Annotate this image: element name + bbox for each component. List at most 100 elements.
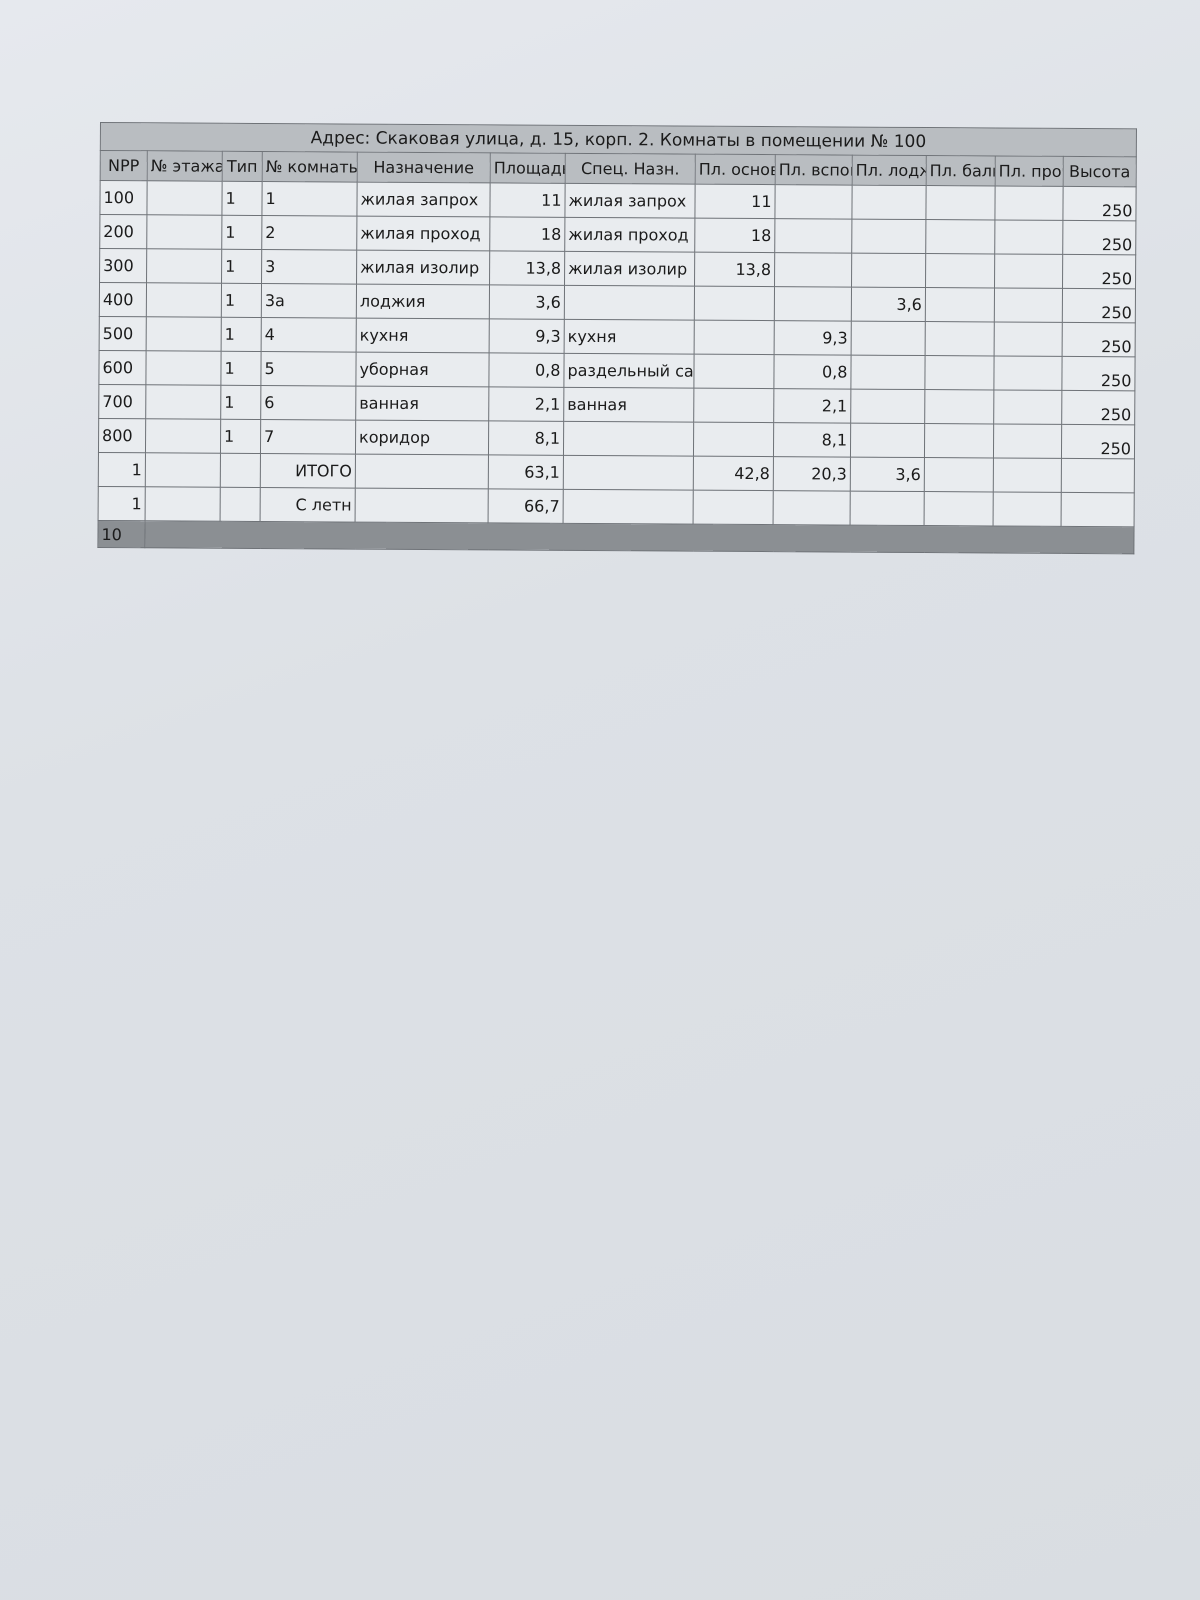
table-cell: кухня	[564, 319, 695, 355]
table-cell	[145, 486, 221, 522]
table-cell: 250	[1062, 254, 1136, 289]
table-cell: ванная	[563, 387, 694, 423]
table-cell: 1	[221, 249, 262, 284]
table-cell	[994, 321, 1063, 357]
table-cell: 66,7	[488, 488, 564, 524]
table-cell: 20,3	[773, 456, 851, 492]
table-cell: 0,8	[773, 354, 852, 390]
table-cell: 250	[1061, 356, 1136, 391]
table-cell	[851, 219, 926, 254]
table-cell: 9,3	[774, 320, 852, 356]
table-cell	[693, 388, 774, 423]
table-cell: 2,1	[773, 388, 851, 424]
table-cell	[146, 180, 223, 216]
table-cell	[851, 185, 927, 220]
table-cell	[145, 384, 221, 420]
column-header: Высота	[1063, 156, 1137, 187]
table-cell: 42,8	[693, 456, 774, 491]
table-cell: 200	[99, 214, 147, 249]
table-cell: жилая проход	[564, 217, 695, 253]
table-cell: 1	[221, 317, 262, 352]
table-cell: 1	[261, 181, 358, 217]
table-cell: 100	[99, 180, 148, 215]
table-cell	[924, 389, 994, 424]
column-header: Пл. лодж	[852, 155, 927, 186]
column-header: Площадь	[490, 152, 566, 184]
table-cell: 11	[694, 184, 776, 219]
table-cell	[850, 389, 925, 424]
table-cell: жилая изолир	[356, 250, 490, 285]
table-cell: раздельный са	[563, 353, 695, 389]
table-cell: 3,6	[489, 284, 565, 320]
table-cell	[145, 452, 221, 488]
table-cell	[925, 321, 995, 356]
table-cell	[146, 248, 222, 284]
table-cell	[924, 457, 994, 492]
table-cell	[773, 490, 851, 526]
table-cell	[993, 423, 1062, 459]
table-cell: 3	[261, 249, 357, 285]
table-cell	[694, 320, 775, 355]
table-cell	[993, 389, 1062, 425]
table-cell	[994, 287, 1063, 323]
table-cell	[925, 219, 995, 254]
table-cell: 9,3	[489, 318, 565, 354]
table-cell: 18	[489, 216, 565, 252]
footer-count: 10	[97, 520, 146, 548]
column-header: № этажа	[147, 150, 223, 182]
table-cell: 300	[99, 248, 147, 283]
table-cell: 3,6	[850, 457, 925, 492]
table-cell: 250	[1062, 288, 1136, 323]
table-cell: жилая изолир	[564, 251, 695, 287]
table-cell: 800	[98, 418, 146, 453]
column-header: № комнаты	[262, 151, 358, 183]
table-cell: 3,6	[851, 287, 926, 322]
table-cell: 250	[1062, 186, 1137, 221]
table-cell	[925, 185, 996, 220]
column-header: Спец. Назн.	[565, 153, 696, 185]
table-cell: 1	[221, 283, 262, 318]
table-cell	[993, 355, 1063, 391]
table-cell	[994, 219, 1063, 255]
table-cell	[774, 286, 852, 322]
table-cell: жилая проход	[356, 216, 490, 251]
table-cell: 2,1	[488, 386, 564, 422]
table-cell	[925, 287, 995, 322]
table-cell: ванная	[355, 386, 489, 421]
table-cell: 500	[99, 316, 147, 351]
table-cell	[146, 282, 222, 318]
table-cell: ИТОГО	[260, 453, 356, 489]
table-cell: 1	[221, 181, 263, 216]
table-cell: 250	[1061, 424, 1135, 459]
column-header: Пл. проч	[995, 155, 1064, 187]
table-cell: 18	[694, 218, 775, 253]
table-cell	[994, 253, 1063, 289]
table-cell: уборная	[355, 352, 490, 387]
table-cell: 2	[261, 215, 357, 251]
table-cell	[994, 185, 1064, 221]
table-cell	[774, 218, 852, 254]
table-cell: 1	[98, 452, 146, 487]
table-cell	[850, 355, 926, 390]
table-cell: 3а	[261, 283, 357, 319]
table-cell	[850, 491, 925, 526]
table-cell: 13,8	[694, 252, 775, 287]
table-cell	[924, 491, 994, 526]
table-cell: 0,8	[488, 352, 565, 388]
table-cell	[145, 350, 222, 386]
table-cell	[145, 418, 221, 454]
table-cell	[1061, 492, 1135, 527]
rooms-table: Адрес: Скаковая улица, д. 15, корп. 2. К…	[97, 122, 1137, 554]
table-cell: кухня	[356, 318, 490, 353]
column-header: Пл. основ	[695, 154, 776, 185]
table-cell: 1	[220, 419, 261, 454]
table-cell	[220, 487, 261, 522]
table-cell: 1	[220, 351, 262, 386]
table-cell	[924, 423, 994, 458]
table-cell	[355, 454, 489, 489]
column-header: Пл. балк	[926, 155, 996, 186]
table-cell	[851, 321, 926, 356]
footer-bar	[144, 520, 1135, 554]
table-cell: 1	[221, 215, 262, 250]
table-cell: 4	[261, 317, 357, 353]
